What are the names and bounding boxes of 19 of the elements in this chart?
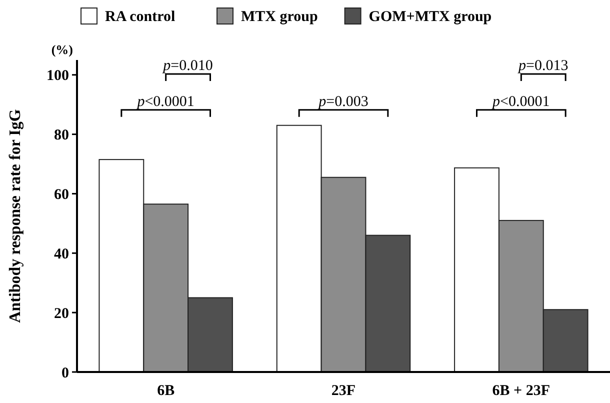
annotation: p<0.0001	[136, 94, 194, 110]
x-tick-label: 23F	[331, 383, 356, 399]
y-tick-label: 0	[62, 365, 69, 382]
x-tick-label: 6B + 23F	[492, 383, 550, 399]
y-tick-label: 80	[54, 128, 69, 144]
annotation: p=0.013	[518, 58, 568, 74]
legend-label: GOM+MTX group	[368, 9, 492, 25]
annotation: p=0.003	[318, 94, 368, 110]
legend-label: RA control	[105, 9, 176, 25]
x-tick-label: 6B	[157, 383, 175, 399]
annotation: p=0.010	[162, 58, 213, 74]
y-axis-title: Antibody response rate for IgG	[7, 108, 24, 323]
y-tick-label: 60	[54, 186, 69, 203]
y-tick-label: 20	[54, 306, 69, 322]
text: (%)	[51, 42, 73, 57]
y-tick-label: 40	[54, 246, 69, 262]
y-tick-label: 100	[46, 68, 69, 84]
legend-label: MTX group	[241, 9, 318, 25]
annotation: p<0.0001	[492, 94, 550, 110]
